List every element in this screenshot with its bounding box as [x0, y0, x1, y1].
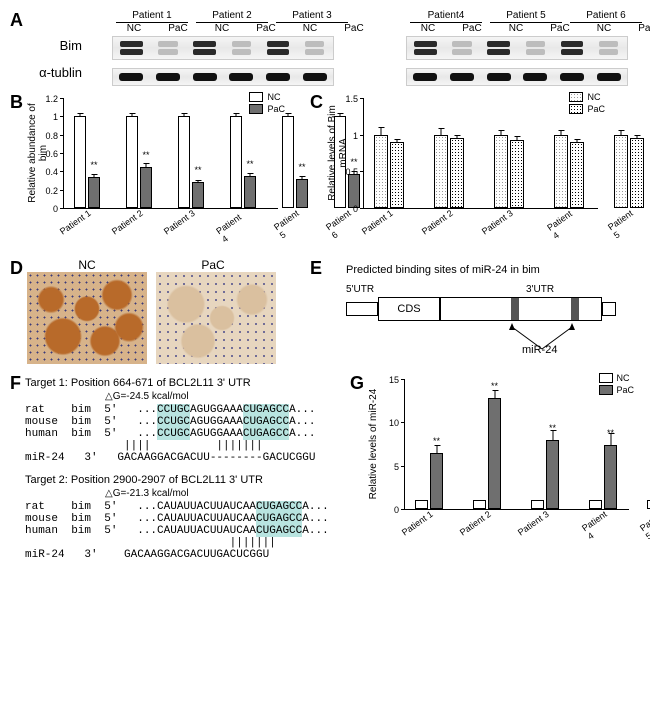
bar [494, 135, 508, 208]
E-title: Predicted binding sites of miR-24 in bim [346, 264, 626, 276]
D-label-NC: NC [27, 258, 147, 272]
panel-D-content: NC PaC [27, 258, 282, 367]
bar: ** [140, 167, 152, 208]
bar [554, 135, 568, 208]
ylabel: Relative levels of Bim mRNA [327, 98, 349, 208]
bar [473, 500, 486, 509]
bar [434, 135, 448, 208]
panel-label-G: G [350, 373, 364, 553]
bar [126, 116, 138, 208]
E-5utr-label: 5'UTR [346, 284, 381, 295]
bar [531, 500, 544, 509]
bar [510, 140, 524, 208]
blot-labels: Bim α-tublin [27, 10, 82, 86]
panel-label-E: E [310, 258, 322, 351]
panel-label-A: A [10, 10, 23, 31]
bar [374, 135, 388, 208]
panel-label-B: B [10, 92, 23, 252]
bar: ** [192, 182, 204, 208]
panel-label-F: F [10, 373, 21, 567]
bar: ** [296, 179, 308, 208]
histology-NC [27, 272, 147, 364]
histology-PaC [156, 272, 276, 364]
D-label-PaC: PaC [153, 258, 273, 272]
panel-F-content: Target 1: Position 664-671 of BCL2L11 3'… [25, 373, 329, 567]
target-header: Target 1: Position 664-671 of BCL2L11 3'… [25, 377, 329, 389]
bar [614, 135, 628, 208]
chart-B: Relative abundance of bim00.20.40.60.811… [27, 92, 287, 252]
panel-E-content: Predicted binding sites of miR-24 in bim… [346, 264, 626, 351]
target-header: Target 2: Position 2900-2907 of BCL2L11 … [25, 474, 329, 486]
panel-label-C: C [310, 92, 323, 252]
chart-G: Relative levels of miR-24051015**Patient… [368, 373, 638, 553]
label-bim: Bim [27, 38, 88, 53]
panel-label-D: D [10, 258, 23, 367]
bar [282, 116, 294, 208]
bar [74, 116, 86, 208]
bar [178, 116, 190, 208]
panel-A: A Bim α-tublin Patient 1Patient 2Patient… [10, 10, 640, 86]
svg-text:miR-24: miR-24 [522, 344, 557, 355]
bar [570, 142, 584, 208]
bar [390, 142, 404, 208]
bar [450, 138, 464, 208]
bar [630, 138, 644, 208]
label-tubulin: α-tublin [27, 65, 88, 80]
bar [230, 116, 242, 208]
bar: ** [546, 440, 559, 509]
bar: ** [430, 453, 443, 509]
bar [415, 500, 428, 509]
ylabel: Relative levels of miR-24 [368, 379, 379, 509]
blot-right: Patient4Patient 5Patient 6NCPaCNCPaCNCPa… [406, 10, 650, 86]
bar: ** [604, 445, 617, 509]
bar: ** [488, 398, 501, 509]
chart-C: Relative levels of Bim mRNA00.511.5Patie… [327, 92, 607, 252]
E-3utr-label: 3'UTR [526, 284, 626, 295]
bar [589, 500, 602, 509]
bar: ** [244, 176, 256, 208]
figure: A Bim α-tublin Patient 1Patient 2Patient… [10, 10, 640, 567]
blot-left: Patient 1Patient 2Patient 3NCPaCNCPaCNCP… [112, 10, 376, 86]
bar: ** [88, 177, 100, 208]
